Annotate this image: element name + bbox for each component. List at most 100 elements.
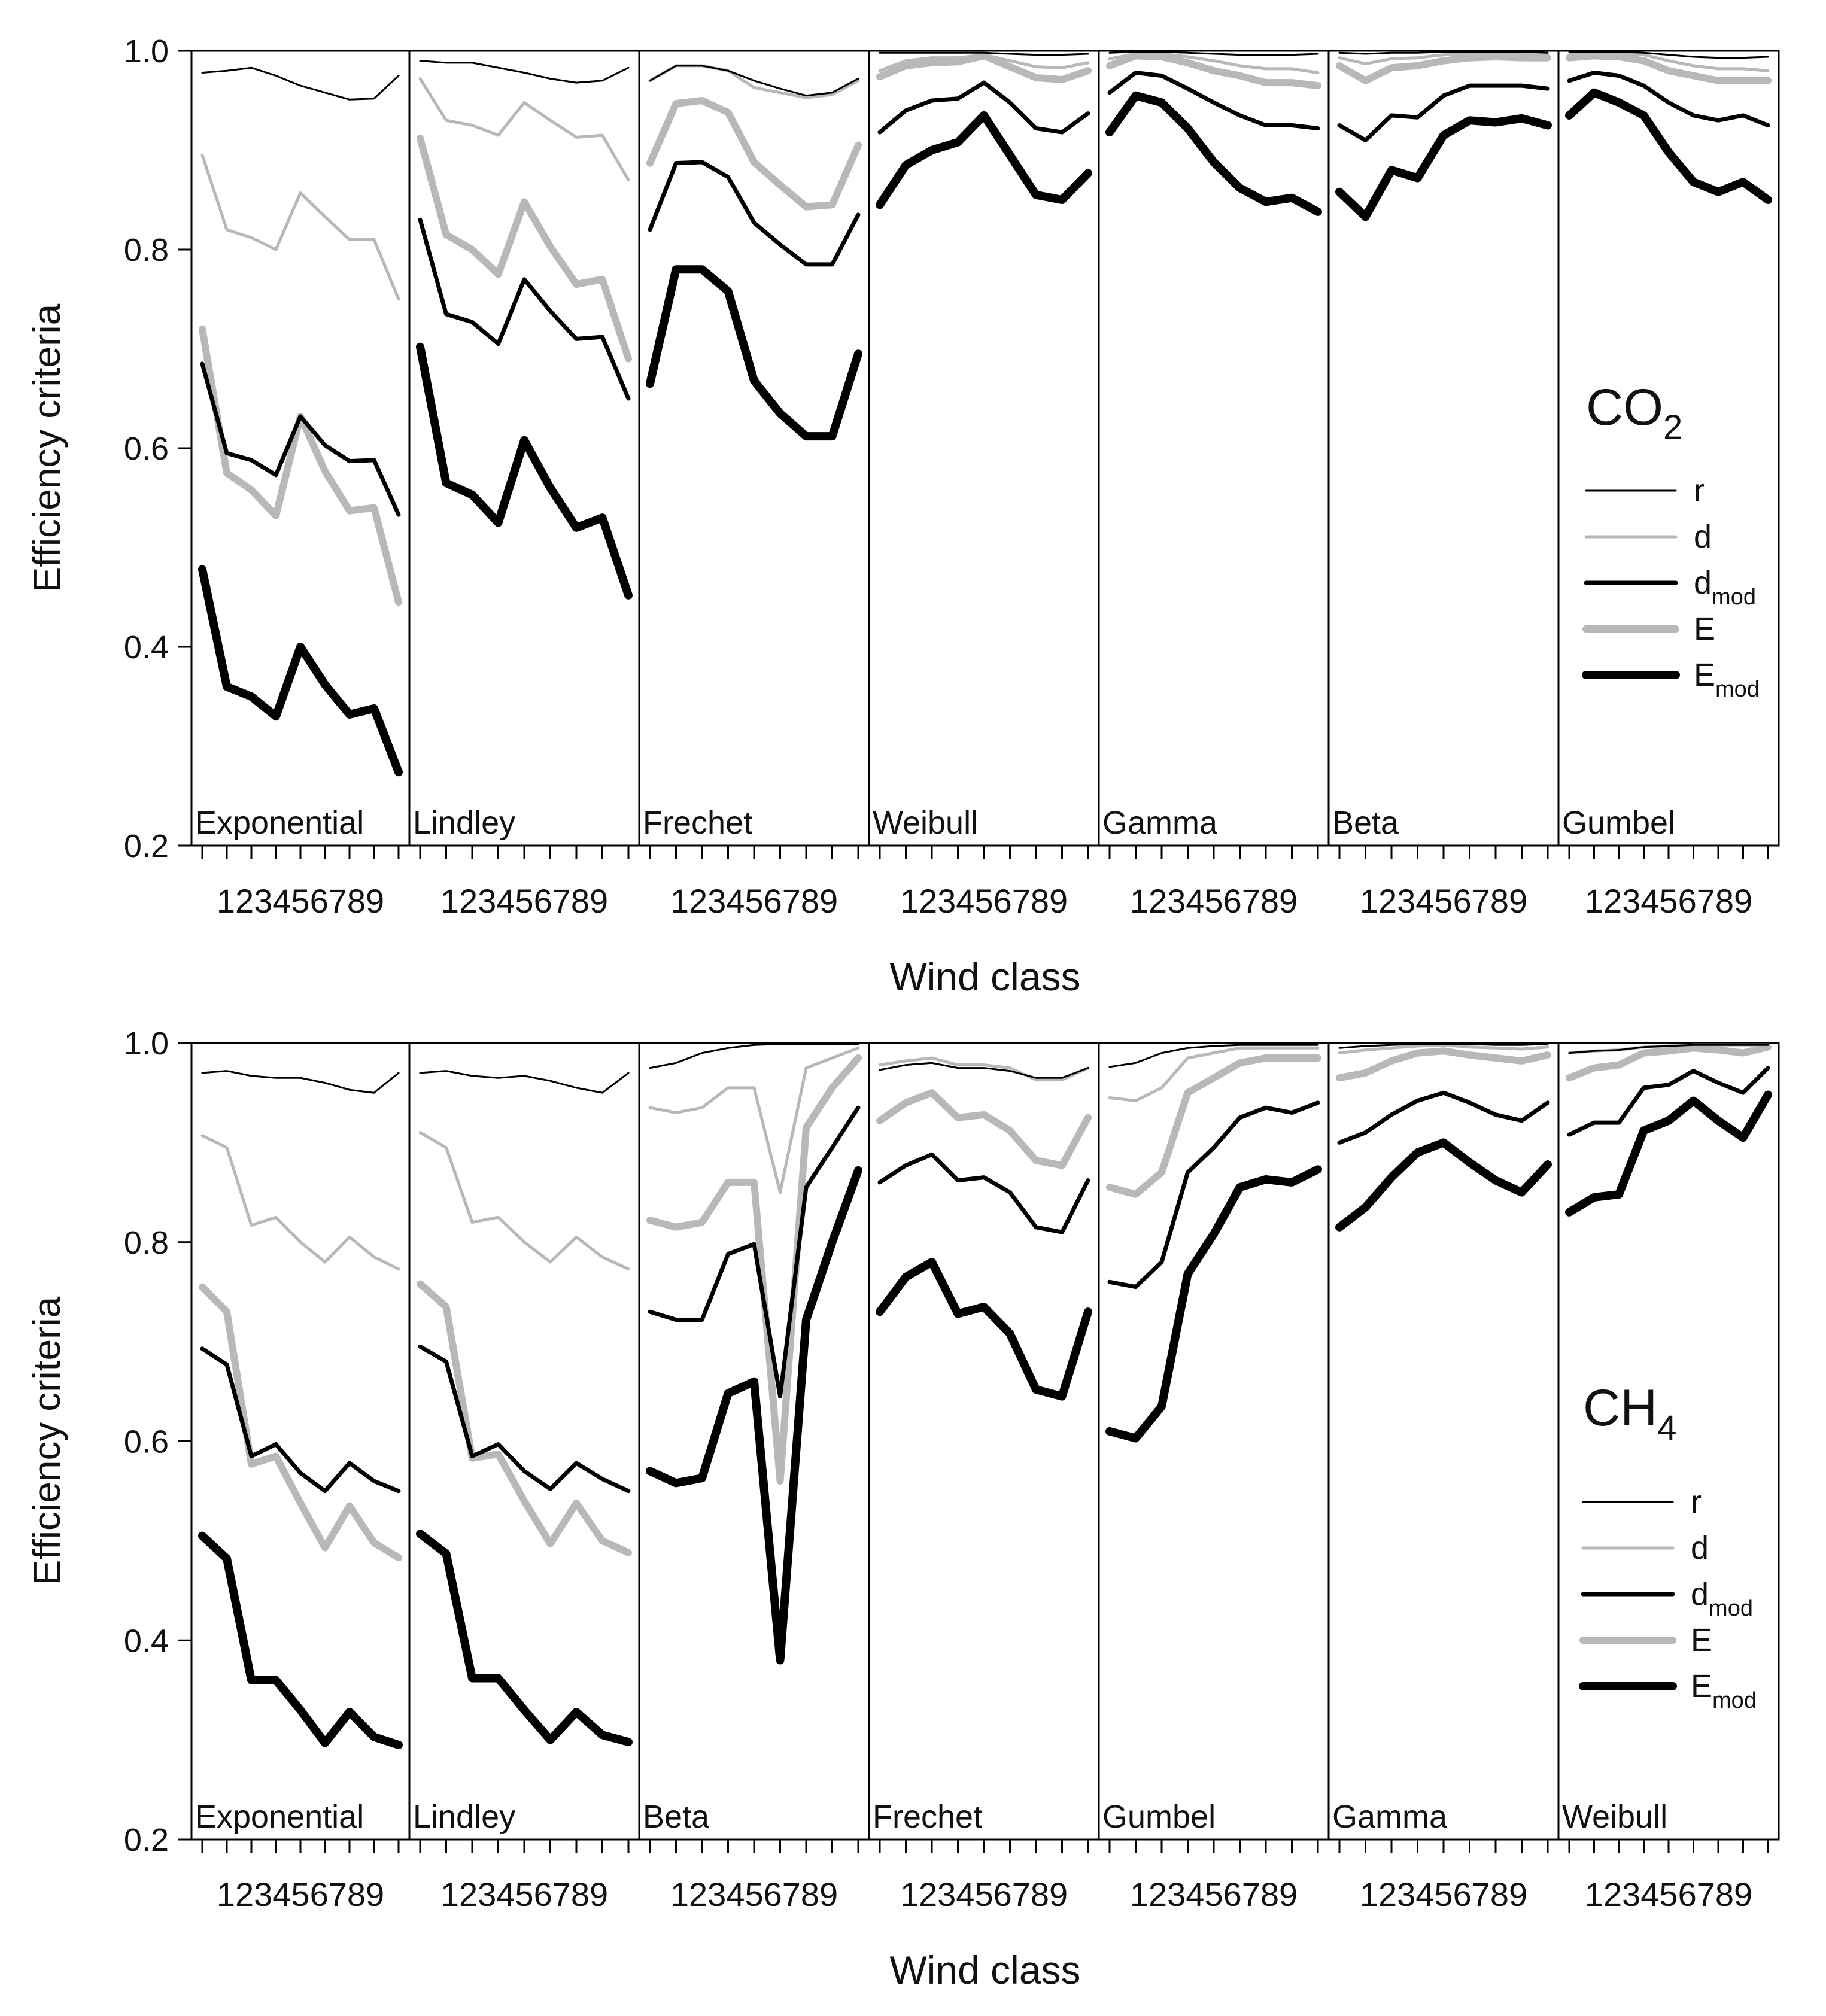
legend-label: dmod (1694, 565, 1756, 610)
legend-label: Emod (1691, 1668, 1757, 1713)
legend-item-d: d (1581, 1530, 1709, 1566)
series-d-line (1108, 1046, 1320, 1102)
legend-label-main: E (1691, 1622, 1712, 1658)
series-r-line (1568, 51, 1769, 59)
series-E-line (646, 97, 862, 211)
panel-label: Gamma (1102, 805, 1218, 841)
x-axis-label: Wind class (889, 954, 1080, 999)
legend-label: d (1691, 1530, 1709, 1566)
panel-frechet: 123456789 Frechet (643, 64, 862, 920)
series-dmod-line (1337, 83, 1550, 142)
legend-label-main: E (1691, 1668, 1712, 1704)
legend-item-d: d (1584, 519, 1712, 555)
series-Emod-line (198, 1531, 403, 1749)
series-dmod-line (648, 1105, 861, 1399)
legend-item-dmod: dmod (1584, 565, 1756, 610)
x-tick-labels: 123456789 (1360, 1875, 1527, 1913)
series-Emod-line (1335, 114, 1552, 221)
legend-item-r: r (1585, 473, 1705, 509)
panel-exponential: 123456789 Exponential (195, 1070, 403, 1913)
series-E-line (1106, 1054, 1321, 1198)
series-r-line (419, 60, 630, 84)
series-dmod-line (1567, 1066, 1770, 1137)
series-E-line (1106, 52, 1321, 90)
panel-label: Gamma (1332, 1799, 1448, 1835)
series-Emod-line (198, 565, 403, 777)
x-tick-labels: 123456789 (1585, 882, 1752, 920)
x-tick-labels: 123456789 (440, 1875, 608, 1913)
legend-label-main: d (1691, 1530, 1709, 1566)
panel-label: Gumbel (1562, 805, 1675, 841)
y-tick-label: 0.6 (124, 431, 169, 467)
x-axis-label: Wind class (889, 1948, 1080, 1992)
legend-label: dmod (1691, 1576, 1753, 1621)
gas-label: CO2 (1586, 379, 1682, 447)
panel-label: Lindley (413, 805, 515, 841)
x-tick-labels: 123456789 (217, 1875, 384, 1913)
panel-label: Frechet (873, 1799, 982, 1835)
panel-gamma: 123456789 Gamma (1102, 51, 1322, 920)
legend-item-E: E (1579, 1622, 1712, 1658)
x-tick-labels: 123456789 (670, 1875, 838, 1913)
gas-label-subscript: 2 (1663, 408, 1682, 447)
series-r-line (1338, 51, 1549, 55)
series-dmod-line (877, 1152, 1090, 1234)
panel-label: Exponential (195, 805, 364, 841)
x-tick-labels: 123456789 (440, 882, 608, 920)
series-r-line (201, 66, 400, 101)
series-d-line (418, 1131, 630, 1271)
legend-label-subscript: mod (1715, 677, 1760, 702)
panel-lindley: 123456789 Lindley (413, 60, 633, 920)
series-E-line (1566, 1043, 1772, 1082)
series-d-line (200, 153, 400, 301)
y-axis-label: Efficiency criteria (25, 1296, 68, 1585)
series-Emod-line (646, 1166, 862, 1665)
panel-exponential: 123456789 Exponential (195, 66, 403, 920)
series-Emod-line (876, 111, 1092, 209)
series-E-line (876, 1089, 1092, 1169)
series-Emod-line (416, 342, 633, 600)
legend-label-subscript: mod (1712, 585, 1756, 610)
panel-lindley: 123456789 Lindley (413, 1070, 633, 1913)
series-r-line (879, 51, 1089, 56)
panel-label: Beta (643, 1799, 710, 1835)
panel-beta: 123456789 Beta (643, 1043, 862, 1913)
legend-label-main: E (1694, 611, 1715, 647)
series-Emod-line (1105, 91, 1322, 216)
series-dmod-line (1107, 71, 1320, 130)
y-tick-label: 1.0 (124, 34, 169, 69)
series-d-line (418, 77, 630, 182)
panel-label: Lindley (413, 1799, 515, 1835)
series-d-line (878, 1056, 1090, 1082)
series-r-line (1108, 1044, 1319, 1068)
y-tick-label: 0.2 (124, 828, 169, 864)
series-E-line (876, 52, 1092, 84)
panel-gumbel: 123456789 Gumbel (1562, 51, 1772, 920)
series-dmod-line (418, 217, 631, 401)
series-r-line (419, 1070, 630, 1094)
legend-item-dmod: dmod (1581, 1576, 1753, 1621)
y-tick-label: 1.0 (124, 1026, 169, 1062)
legend-label-main: d (1691, 1576, 1709, 1612)
series-Emod-line (646, 265, 862, 441)
series-r-line (649, 1043, 859, 1069)
series-d-line (648, 1046, 860, 1194)
series-E-line (646, 1054, 862, 1485)
gas-label-main: CH (1583, 1379, 1657, 1437)
legend-label: r (1694, 473, 1705, 509)
series-Emod-line (1335, 1138, 1552, 1232)
panel-label: Exponential (195, 1799, 364, 1835)
ch4-chart: 0.2 0.4 0.6 0.8 1.0 Efficiency criteria 123456… (25, 1026, 1780, 1992)
series-dmod-line (648, 160, 861, 267)
series-r-line (879, 1062, 1089, 1079)
legend-label: r (1691, 1484, 1702, 1520)
legend-item-r: r (1582, 1484, 1702, 1520)
series-E-line (1336, 53, 1551, 84)
panel-label: Beta (1332, 805, 1399, 841)
series-E-line (199, 1283, 402, 1562)
legend-label-main: d (1694, 519, 1712, 555)
panel-label: Frechet (643, 805, 752, 841)
x-tick-labels: 123456789 (217, 882, 384, 920)
